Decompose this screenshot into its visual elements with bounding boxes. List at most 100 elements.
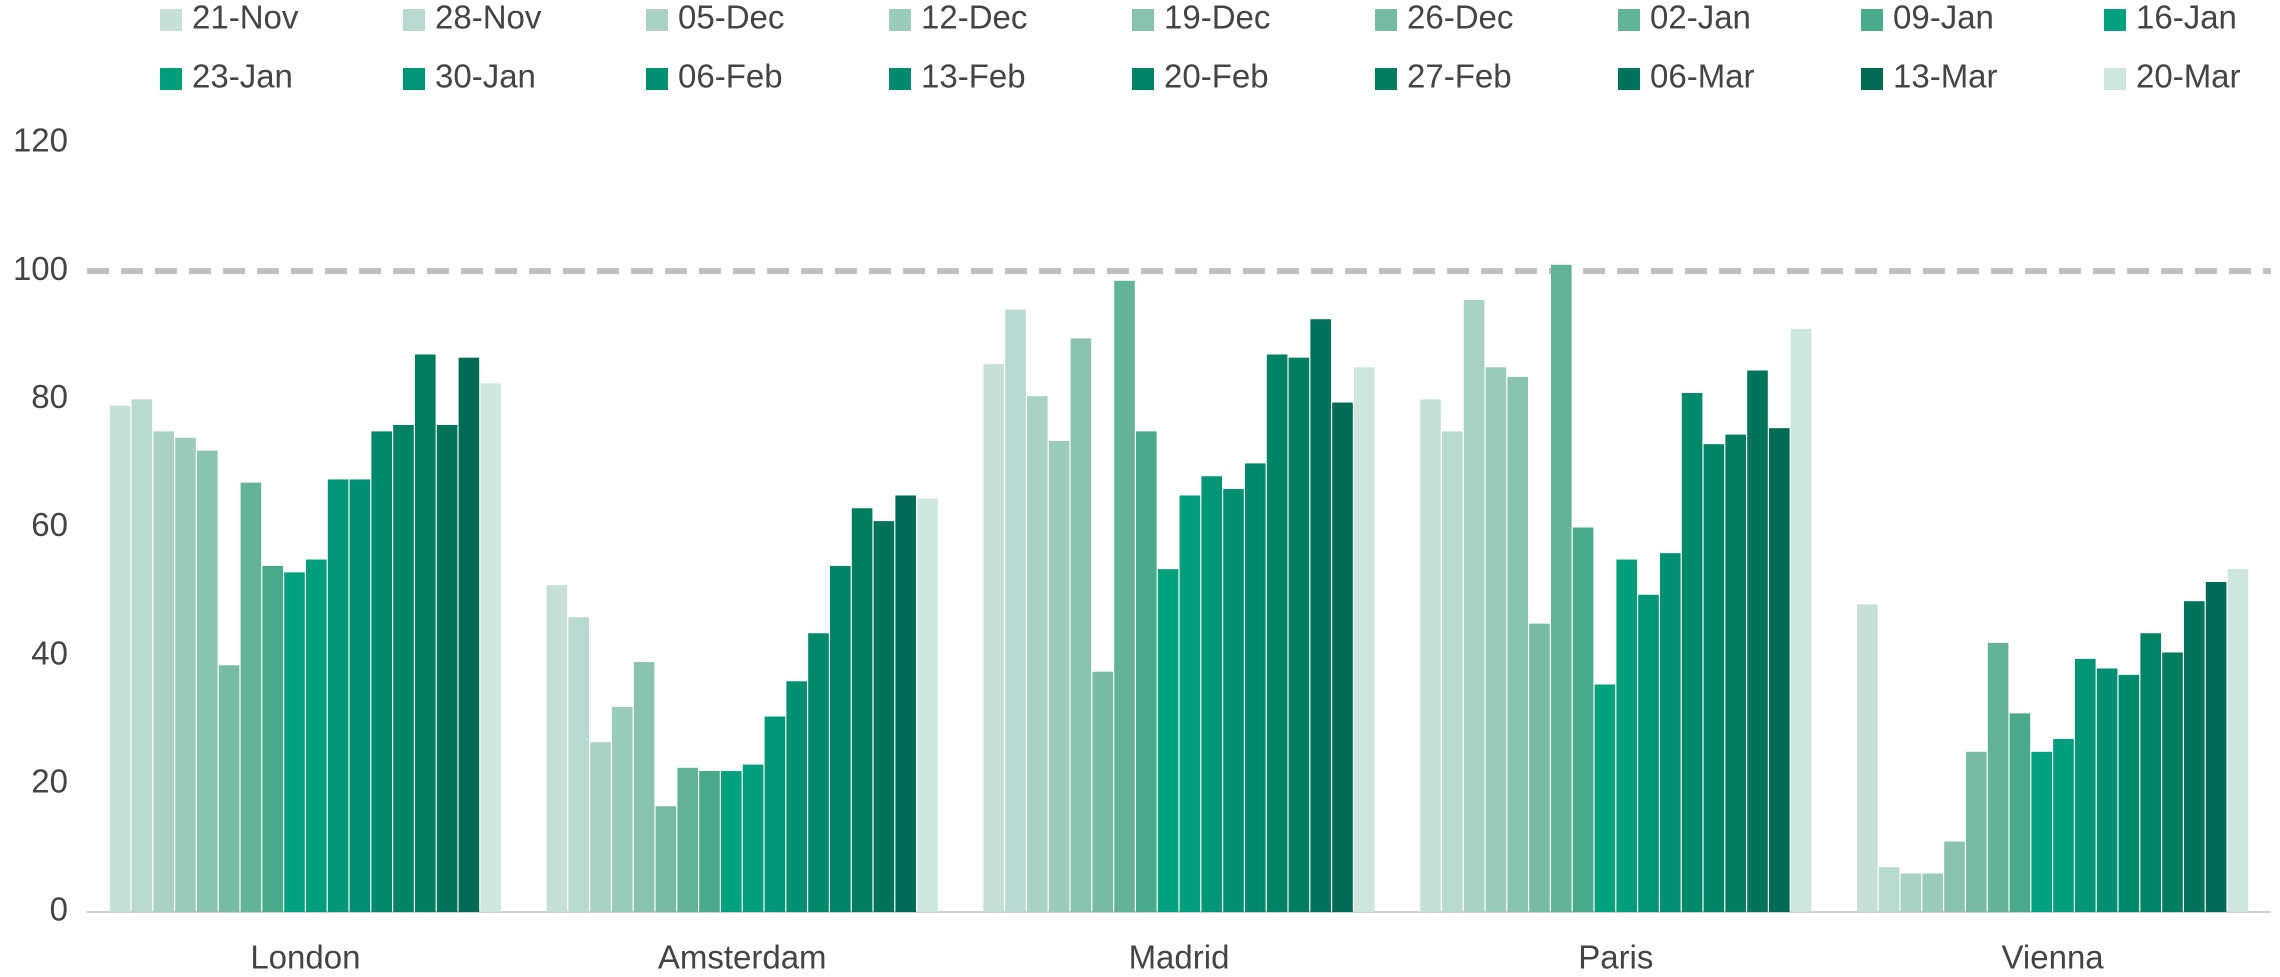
bar	[721, 771, 742, 912]
bar	[1027, 396, 1048, 913]
legend-swatch	[403, 68, 425, 90]
bar	[1463, 300, 1485, 913]
bar	[2053, 738, 2074, 912]
bar	[1485, 367, 1507, 913]
bar	[218, 665, 240, 912]
bar	[1878, 867, 1900, 912]
bar	[830, 565, 851, 912]
bar	[1681, 392, 1703, 912]
bar	[1136, 431, 1157, 912]
legend-swatch	[403, 9, 425, 31]
legend-swatch	[1861, 68, 1883, 90]
x-tick-label: London	[250, 939, 360, 976]
y-tick-label: 120	[13, 122, 68, 159]
bar	[284, 572, 305, 912]
bar	[1070, 338, 1092, 912]
bar	[808, 633, 829, 912]
legend-swatch	[1132, 9, 1154, 31]
bar	[1790, 328, 1812, 912]
bar	[371, 431, 392, 912]
bar	[764, 716, 786, 912]
bar	[1529, 623, 1550, 912]
x-tick-label: Amsterdam	[658, 939, 827, 976]
bar	[1266, 354, 1288, 913]
y-tick-label: 80	[31, 378, 68, 415]
bar	[1703, 444, 1725, 912]
legend-label: 13-Feb	[921, 58, 1026, 95]
bar	[546, 585, 568, 912]
y-tick-label: 60	[31, 506, 68, 543]
legend-swatch	[1618, 9, 1640, 31]
bar	[240, 482, 262, 912]
legend-swatch	[646, 68, 668, 90]
legend-swatch	[1861, 9, 1883, 31]
bar	[2205, 581, 2227, 912]
legend-label: 26-Dec	[1407, 0, 1513, 36]
bar	[153, 431, 174, 912]
bar	[1944, 841, 1965, 912]
legend-swatch	[646, 9, 668, 31]
bar	[851, 508, 873, 912]
bar	[1201, 476, 1222, 912]
bar	[786, 681, 807, 912]
legend-label: 02-Jan	[1650, 0, 1751, 36]
legend-label: 20-Feb	[1164, 58, 1269, 95]
legend-swatch	[1375, 9, 1397, 31]
bar	[1987, 642, 2009, 912]
bar	[1332, 402, 1353, 912]
legend-label: 21-Nov	[192, 0, 299, 36]
y-tick-label: 40	[31, 634, 68, 671]
bar	[568, 617, 589, 912]
legend-swatch	[889, 68, 911, 90]
bar	[2140, 633, 2161, 912]
bar	[2118, 674, 2140, 912]
bar	[1245, 463, 1266, 912]
y-tick-label: 20	[31, 763, 68, 800]
x-tick-label: Paris	[1578, 939, 1653, 976]
legend-swatch	[2104, 68, 2126, 90]
bar	[1507, 376, 1528, 912]
bar	[612, 706, 633, 912]
bar	[1005, 309, 1026, 912]
bar	[1616, 559, 1637, 912]
bar	[590, 742, 611, 912]
y-tick-label: 0	[50, 891, 68, 928]
bar	[1638, 594, 1659, 912]
bar	[2009, 713, 2031, 912]
bar	[131, 399, 153, 912]
bar	[677, 767, 698, 912]
bar	[1223, 489, 1244, 912]
bar	[2227, 569, 2249, 912]
legend-label: 13-Mar	[1893, 58, 1998, 95]
bar	[1288, 357, 1310, 912]
bar	[262, 565, 283, 912]
bar	[1966, 751, 1987, 912]
bar	[1420, 399, 1441, 912]
bar	[2075, 658, 2096, 912]
bar	[1660, 553, 1681, 912]
bar	[1725, 434, 1746, 912]
bar	[1310, 319, 1331, 913]
bar	[983, 364, 1004, 912]
bar	[1354, 367, 1375, 913]
x-tick-label: Madrid	[1129, 939, 1230, 976]
bar	[917, 498, 938, 912]
bar	[2162, 652, 2183, 912]
legend-label: 27-Feb	[1407, 58, 1512, 95]
bar	[393, 424, 414, 912]
bar	[1442, 431, 1463, 912]
bar	[458, 357, 480, 912]
bar	[2096, 668, 2118, 912]
legend-swatch	[1375, 68, 1397, 90]
bar	[655, 806, 677, 912]
bar	[1157, 569, 1179, 912]
bar	[1179, 495, 1201, 912]
legend-label: 06-Mar	[1650, 58, 1755, 95]
bar	[2031, 751, 2052, 912]
legend-swatch	[160, 9, 182, 31]
legend-swatch	[2104, 9, 2126, 31]
bar	[1572, 527, 1594, 912]
bar	[742, 764, 764, 912]
legend-label: 20-Mar	[2136, 58, 2241, 95]
